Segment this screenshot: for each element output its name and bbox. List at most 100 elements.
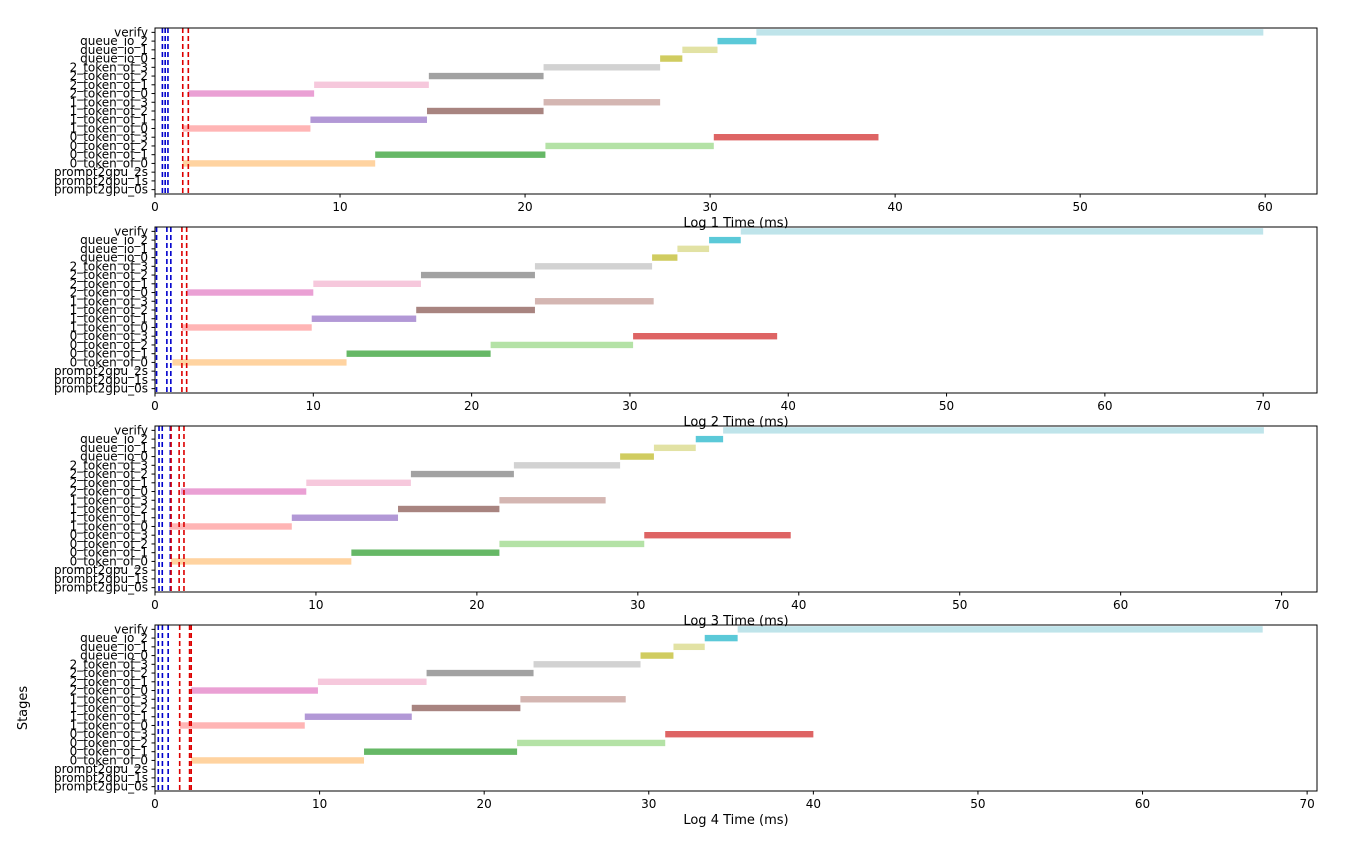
x-tick-label: 60 [1097, 399, 1112, 413]
y-tick-label: 0_token_of_2 [70, 736, 148, 750]
bar-verify [756, 29, 1264, 36]
y-tick-label: queue_io_2 [80, 631, 148, 645]
bar-0_token_of_1 [346, 350, 491, 357]
bar-0_token_of_0 [182, 160, 376, 167]
y-tick-label: 1_token_of_2 [70, 303, 148, 317]
x-tick-label: 0 [151, 598, 159, 612]
y-tick-label: 0_token_of_0 [70, 156, 148, 170]
bar-0_token_of_1 [351, 549, 500, 556]
bar-2_token_of_0 [186, 289, 314, 296]
y-tick-label: 1_token_of_3 [70, 692, 148, 706]
x-tick-label: 0 [151, 200, 159, 214]
bar-0_token_of_3 [713, 134, 879, 141]
bar-1_token_of_3 [520, 696, 626, 703]
bar-1_token_of_3 [534, 298, 654, 305]
y-tick-label: 0_token_of_2 [70, 139, 148, 153]
y-tick-label: 2_token_of_2 [70, 666, 148, 680]
y-tick-label: 1_token_of_0 [70, 519, 148, 533]
bar-0_token_of_2 [545, 142, 714, 150]
axes-frame [154, 425, 1318, 593]
bar-queue_io_2 [717, 37, 757, 45]
x-tick-label: 30 [630, 598, 645, 612]
y-tick-label: 2_token_of_0 [70, 684, 148, 698]
bar-queue_io_0 [620, 453, 654, 460]
y-tick-label: queue_io_1 [80, 242, 148, 256]
bar-1_token_of_3 [499, 497, 606, 504]
y-tick-label: 1_token_of_0 [70, 121, 148, 135]
bar-1_token_of_0 [182, 125, 311, 132]
y-tick-label: prompt2gpu_2s [54, 762, 148, 776]
x-tick-label: 10 [332, 200, 347, 214]
x-tick-label: 40 [781, 399, 796, 413]
x-tick-label: 50 [952, 598, 967, 612]
x-tick-label: 20 [469, 598, 484, 612]
bar-1_token_of_0 [179, 722, 305, 729]
x-tick-label: 0 [151, 399, 159, 413]
y-tick-label: 1_token_of_1 [70, 511, 148, 525]
bar-1_token_of_2 [416, 306, 535, 314]
y-tick-label: queue_io_0 [80, 450, 148, 464]
y-tick-label: 1_token_of_1 [70, 312, 148, 326]
axes-frame [154, 27, 1318, 195]
x-tick-label: 30 [622, 399, 637, 413]
y-tick-label: 0_token_of_1 [70, 546, 148, 560]
y-tick-label: 1_token_of_0 [70, 718, 148, 732]
y-tick-label: 0_token_of_0 [70, 355, 148, 369]
y-tick-label: prompt2gpu_0s [54, 382, 148, 396]
y-tick-label: 0_token_of_0 [70, 554, 148, 568]
x-tick-label: 70 [1274, 598, 1289, 612]
x-tick-label: 0 [151, 797, 159, 811]
y-tick-label: 2_token_of_3 [70, 657, 148, 671]
bar-1_token_of_1 [311, 315, 417, 322]
y-tick-label: prompt2gpu_1s [54, 373, 148, 387]
bar-2_token_of_2 [426, 669, 534, 677]
bar-0_token_of_1 [364, 748, 518, 755]
bar-verify [737, 626, 1263, 633]
bar-queue_io_1 [682, 46, 718, 54]
bar-2_token_of_3 [533, 661, 641, 668]
bar-0_token_of_2 [490, 341, 634, 349]
bar-2_token_of_0 [188, 90, 315, 97]
bar-queue_io_2 [704, 634, 738, 642]
bar-1_token_of_2 [426, 107, 544, 115]
bar-2_token_of_2 [410, 470, 514, 478]
bar-2_token_of_1 [306, 479, 411, 486]
x-tick-label: 50 [939, 399, 954, 413]
y-tick-label: prompt2gpu_1s [54, 174, 148, 188]
y-tick-label: 0_token_of_2 [70, 338, 148, 352]
bar-0_token_of_0 [171, 558, 352, 565]
bar-queue_io_2 [709, 236, 741, 244]
bar-1_token_of_3 [543, 99, 661, 106]
y-tick-label: prompt2gpu_0s [54, 581, 148, 595]
y-tick-label: 2_token_of_1 [70, 277, 148, 291]
y-tick-label: 0_token_of_1 [70, 745, 148, 759]
y-tick-label: 2_token_of_0 [70, 286, 148, 300]
bar-1_token_of_0 [181, 324, 312, 331]
bar-2_token_of_3 [534, 263, 653, 270]
y-tick-label: 2_token_of_1 [70, 675, 148, 689]
y-tick-label: verify [114, 224, 148, 238]
bar-1_token_of_1 [310, 116, 427, 123]
y-tick-label: queue_io_0 [80, 649, 148, 663]
bar-queue_io_1 [653, 444, 696, 452]
y-tick-label: 1_token_of_1 [70, 113, 148, 127]
bar-2_token_of_1 [313, 280, 421, 287]
chart-panel-4: prompt2gpu_0sprompt2gpu_1sprompt2gpu_2s0… [16, 622, 1318, 828]
bar-0_token_of_3 [644, 532, 791, 539]
y-tick-label: 1_token_of_2 [70, 104, 148, 118]
y-tick-label: prompt2gpu_0s [54, 780, 148, 794]
bar-2_token_of_3 [513, 462, 621, 469]
bar-2_token_of_1 [317, 678, 427, 685]
x-tick-label: 10 [306, 399, 321, 413]
y-tick-label: queue_io_2 [80, 233, 148, 247]
bar-1_token_of_0 [169, 523, 292, 530]
chart-panel-1: prompt2gpu_0sprompt2gpu_1sprompt2gpu_2s0… [54, 25, 1318, 231]
y-tick-label: 2_token_of_0 [70, 485, 148, 499]
y-tick-label: 1_token_of_2 [70, 502, 148, 516]
bar-queue_io_1 [677, 245, 710, 253]
y-tick-label: prompt2gpu_1s [54, 572, 148, 586]
y-tick-label: queue_io_0 [80, 251, 148, 265]
x-tick-label: 70 [1299, 797, 1314, 811]
bar-2_token_of_2 [420, 271, 535, 279]
x-tick-label: 20 [477, 797, 492, 811]
